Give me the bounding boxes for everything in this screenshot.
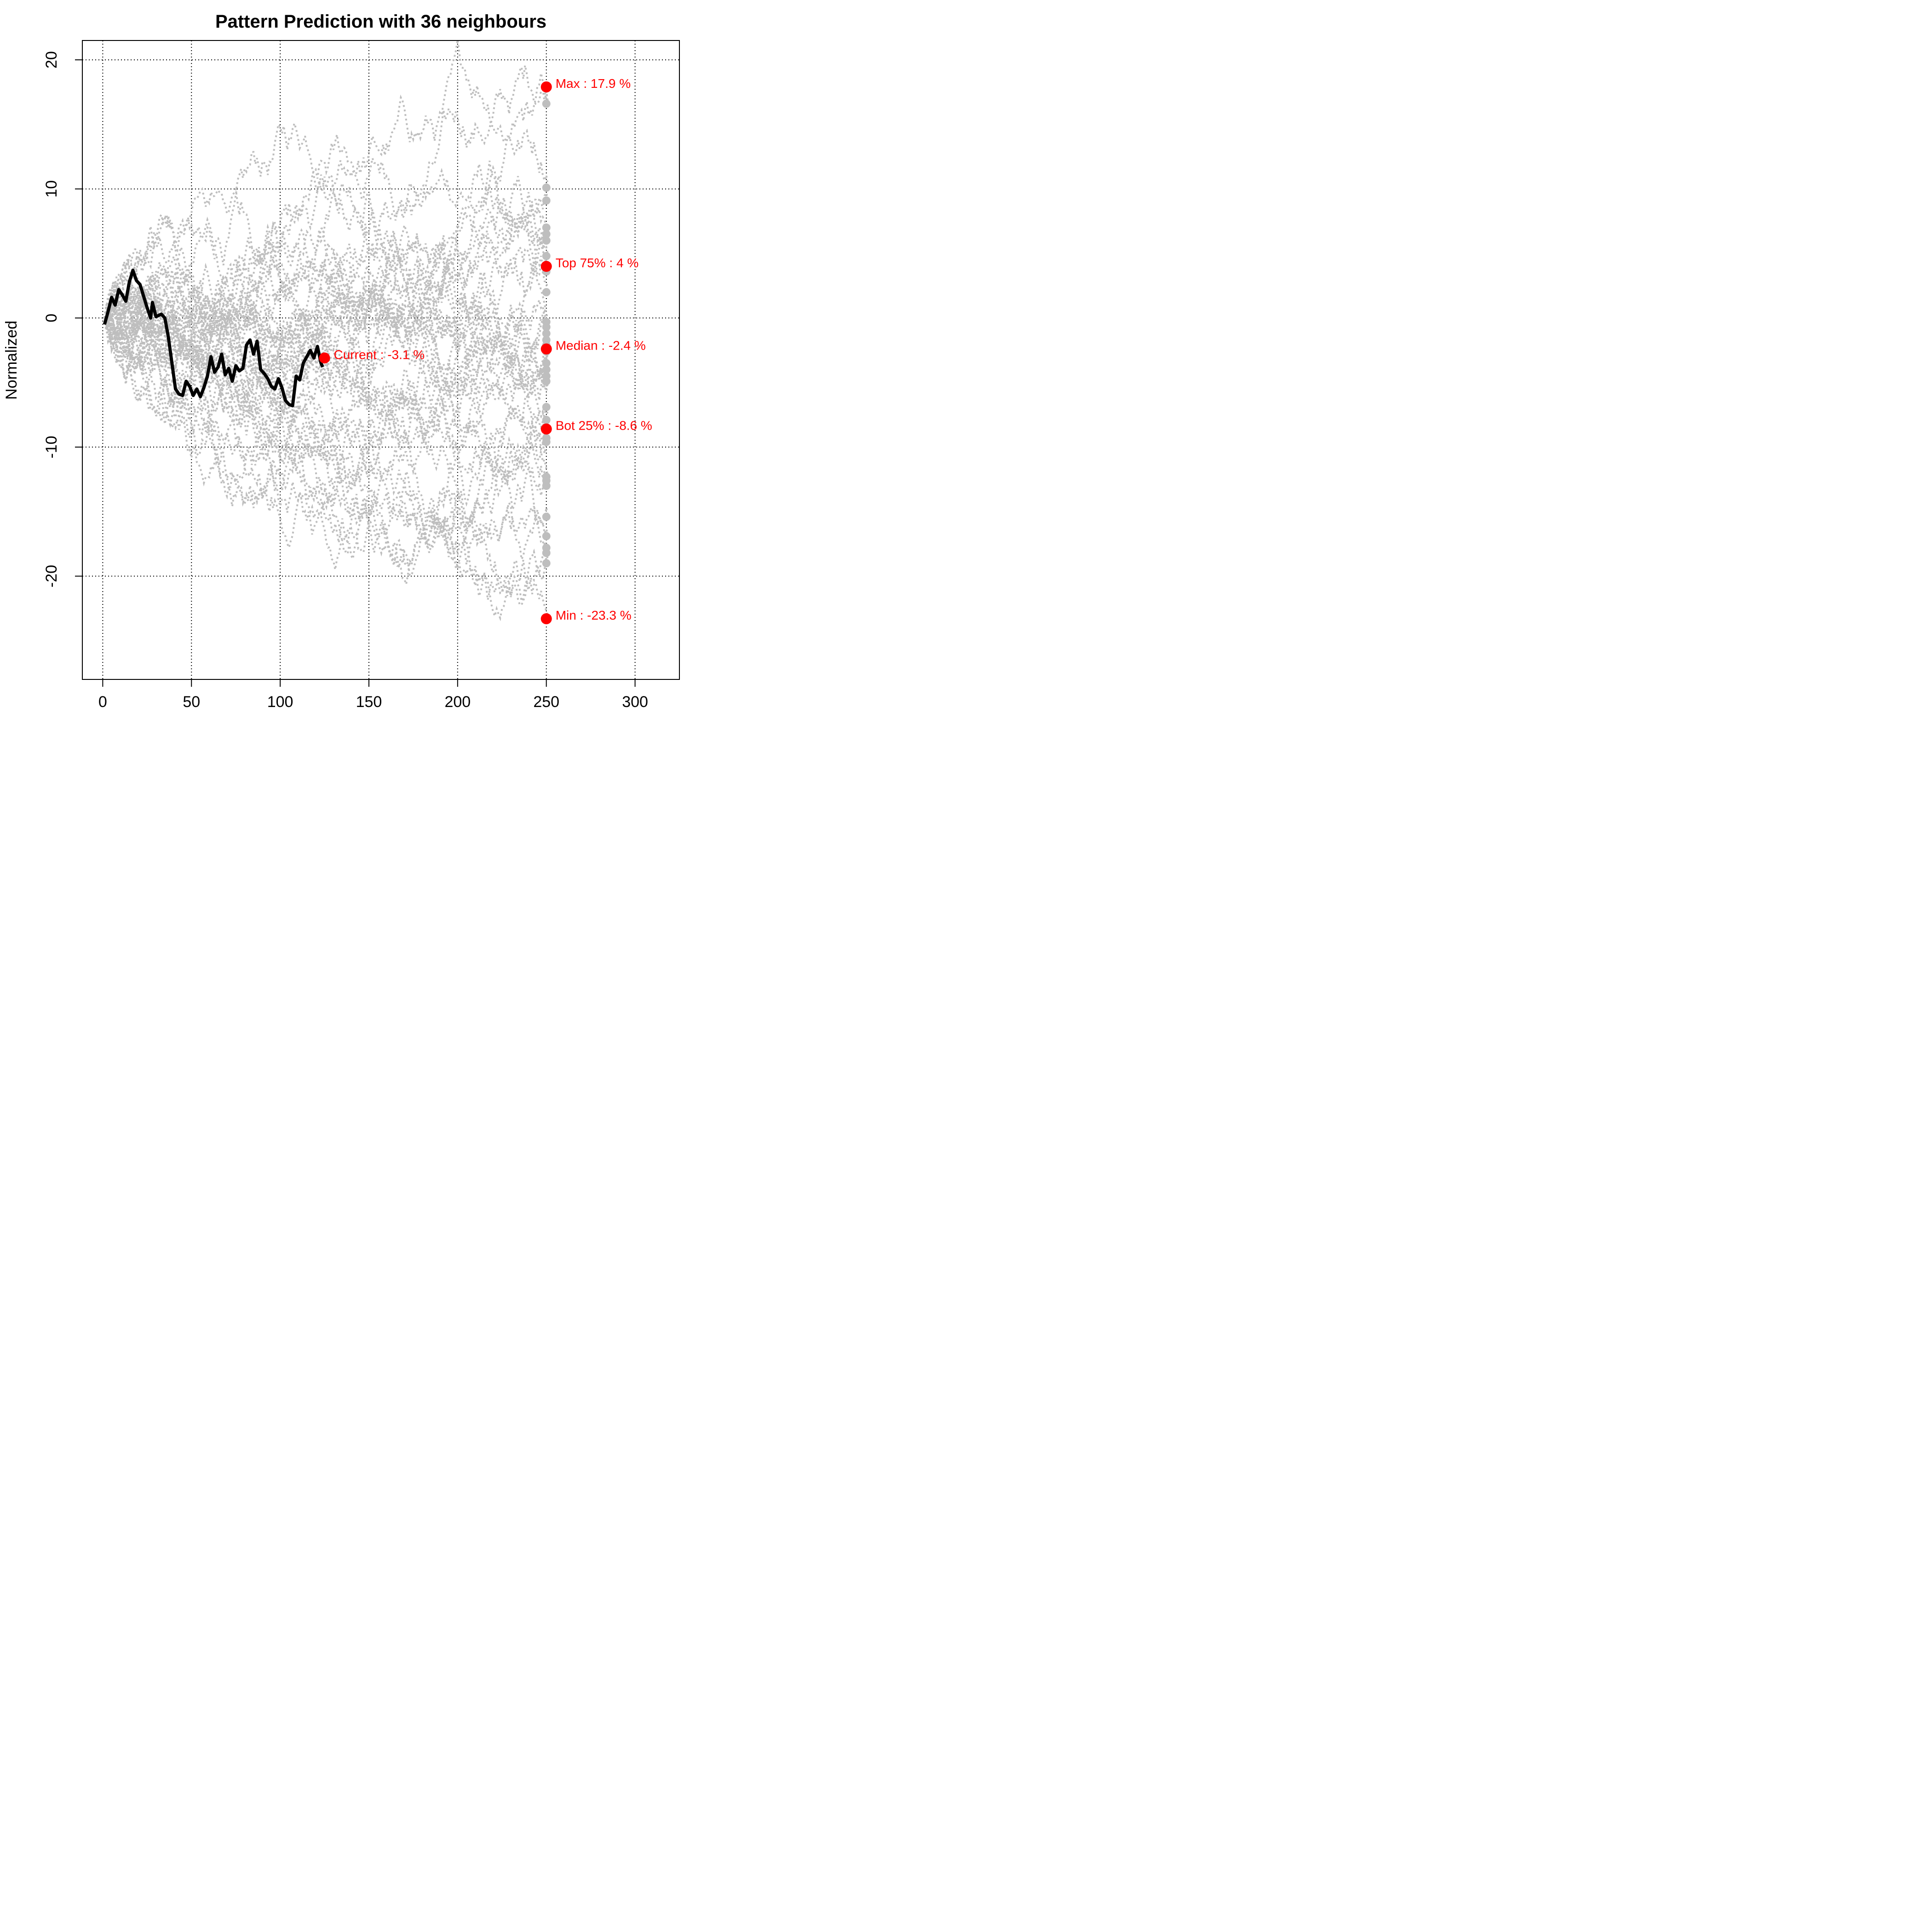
current-line-group: [103, 268, 324, 408]
annotation-marker: [540, 343, 552, 355]
plot-frame: [82, 40, 680, 680]
y-axis-label: Normalized: [3, 321, 20, 400]
neighbour-line: [104, 227, 549, 401]
annotation-label: Max : 17.9 %: [556, 76, 631, 91]
neighbour-line: [104, 300, 549, 429]
neighbour-end-dot: [542, 99, 551, 108]
neighbour-end-dot: [542, 288, 551, 297]
neighbour-end-dot: [542, 512, 551, 521]
neighbour-end-dot: [542, 236, 551, 245]
neighbour-line: [104, 282, 549, 396]
neighbour-line: [104, 310, 549, 564]
annotation-marker: [540, 613, 552, 625]
x-tick-label: 0: [98, 693, 107, 711]
annotation-marker: [540, 423, 552, 435]
annotation-marker: [540, 261, 552, 272]
annotation-marker: [319, 352, 330, 364]
neighbour-end-dot: [542, 183, 551, 192]
neighbour-line: [104, 39, 549, 364]
neighbour-end-dot: [542, 223, 551, 232]
current-line: [103, 268, 324, 408]
y-tick-label: -10: [43, 436, 60, 458]
neighbour-line: [104, 165, 549, 425]
annotation-marker: [540, 81, 552, 93]
x-tick-label: 200: [444, 693, 471, 711]
x-tick-label: 100: [267, 693, 293, 711]
neighbour-lines: [104, 39, 549, 621]
axes: 0 50 100 150 200 250 300 -20 -10 0 10 20: [43, 51, 648, 711]
neighbour-end-dot: [542, 322, 551, 331]
neighbour-end-dot: [542, 359, 551, 368]
x-tick-label: 150: [356, 693, 382, 711]
neighbour-line: [104, 73, 549, 321]
neighbour-end-dot: [542, 549, 551, 558]
neighbour-end-dot: [542, 365, 551, 374]
neighbour-line: [104, 233, 549, 365]
neighbour-line: [104, 254, 549, 386]
neighbour-end-dot: [542, 482, 551, 490]
neighbour-line: [104, 292, 549, 550]
neighbour-end-dot: [542, 559, 551, 568]
neighbour-line: [104, 64, 549, 321]
chart-title: Pattern Prediction with 36 neighbours: [215, 12, 546, 32]
neighbour-end-dot: [542, 230, 551, 238]
neighbour-line: [104, 281, 549, 619]
neighbour-line: [104, 316, 549, 490]
neighbour-end-dot: [542, 437, 551, 446]
neighbour-line: [104, 220, 549, 428]
y-tick-label: 20: [43, 51, 60, 69]
neighbour-end-dot: [542, 532, 551, 540]
y-tick-label: 10: [43, 180, 60, 198]
neighbour-line: [104, 176, 549, 328]
annotation-label: Top 75% : 4 %: [556, 256, 639, 270]
neighbour-end-dot: [542, 196, 551, 205]
annotation-label: Current : -3.1 %: [334, 347, 425, 362]
neighbour-line: [104, 212, 549, 401]
x-tick-label: 250: [533, 693, 559, 711]
neighbour-end-dot: [542, 252, 551, 260]
annotations: Current : -3.1 % Max : 17.9 % Top 75% : 4 …: [319, 76, 652, 625]
annotation-label: Min : -23.3 %: [556, 608, 632, 622]
neighbour-end-dot: [542, 329, 551, 338]
neighbour-line: [104, 262, 549, 395]
neighbour-end-dot: [542, 402, 551, 411]
x-tick-label: 300: [622, 693, 648, 711]
neighbour-end-dot: [542, 415, 551, 424]
neighbour-end-dot: [542, 377, 551, 385]
y-tick-label: 0: [43, 314, 60, 322]
neighbour-line: [104, 307, 549, 588]
neighbour-line: [104, 261, 549, 507]
pattern-prediction-chart: Pattern Prediction with 36 neighbours No…: [3, 12, 680, 711]
neighbour-line: [104, 221, 549, 429]
x-tick-label: 50: [183, 693, 200, 711]
y-tick-label: -20: [43, 565, 60, 587]
annotation-label: Bot 25% : -8.6 %: [556, 419, 652, 433]
neighbour-line: [104, 314, 549, 544]
annotation-label: Median : -2.4 %: [556, 339, 646, 353]
